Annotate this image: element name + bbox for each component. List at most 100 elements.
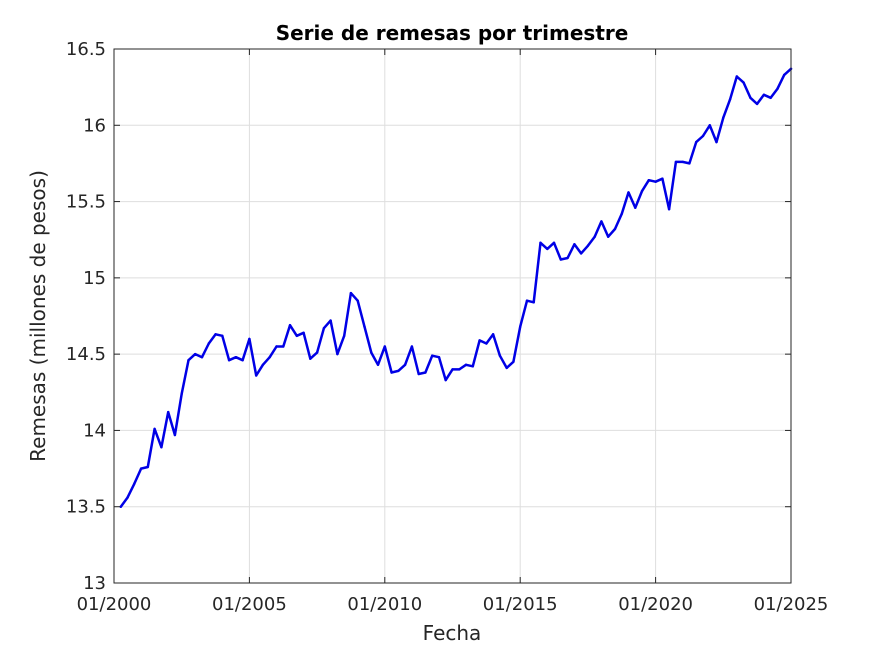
data-point	[695, 140, 698, 144]
data-point	[417, 372, 420, 376]
data-point	[167, 410, 170, 414]
data-point	[552, 241, 556, 244]
data-point	[336, 352, 339, 356]
data-point	[627, 191, 630, 194]
data-point	[485, 342, 488, 345]
y-tick-label: 15.5	[66, 192, 106, 213]
data-point	[133, 482, 136, 485]
data-point	[701, 134, 705, 138]
data-point	[187, 359, 190, 362]
data-point	[681, 160, 684, 164]
data-point	[444, 378, 447, 382]
data-point	[566, 256, 569, 260]
data-point	[769, 96, 772, 100]
data-point	[383, 345, 386, 348]
data-point	[119, 505, 123, 508]
data-point	[153, 427, 156, 431]
data-point	[498, 354, 502, 357]
data-point	[234, 356, 238, 359]
data-point	[715, 140, 718, 144]
data-point	[146, 465, 149, 469]
data-point	[755, 102, 759, 106]
data-point	[512, 360, 515, 363]
data-point	[200, 356, 204, 359]
data-point	[315, 351, 319, 354]
x-tick-label: 01/2015	[483, 594, 558, 615]
data-point	[708, 124, 711, 127]
data-point	[478, 339, 481, 342]
data-point	[749, 96, 752, 100]
y-tick-label: 13.5	[66, 497, 106, 518]
data-point	[667, 208, 671, 211]
series-line	[119, 67, 793, 508]
y-tick-label: 16.5	[66, 39, 106, 60]
chart-title: Serie de remesas por trimestre	[276, 21, 629, 45]
data-point	[735, 75, 738, 78]
data-point	[403, 363, 407, 366]
data-point	[491, 333, 495, 336]
data-point	[275, 345, 278, 348]
data-point	[363, 325, 366, 328]
x-tick-label: 01/2025	[754, 594, 829, 615]
data-point	[397, 369, 400, 373]
y-tick-label: 16	[83, 115, 106, 136]
plot-frame	[113, 48, 792, 584]
data-point	[173, 433, 177, 437]
data-point	[661, 177, 664, 180]
data-point	[437, 356, 441, 359]
data-point	[424, 371, 427, 374]
data-point	[376, 363, 380, 366]
data-point	[607, 235, 610, 238]
data-point	[742, 81, 745, 84]
data-point	[505, 366, 508, 370]
data-point	[722, 116, 725, 119]
data-point	[309, 357, 312, 360]
y-axis-label: Remesas (millones de pesos)	[26, 170, 50, 462]
data-point	[464, 363, 468, 366]
y-tick-label: 14	[83, 420, 106, 441]
data-point	[349, 291, 353, 295]
x-tick-label: 01/2020	[618, 594, 693, 615]
data-point	[559, 258, 562, 261]
data-point	[295, 334, 298, 337]
data-point	[762, 93, 766, 97]
data-point	[674, 160, 678, 164]
data-point	[282, 345, 285, 348]
data-point	[390, 371, 393, 374]
y-tick-label: 14.5	[66, 344, 106, 365]
data-point	[329, 319, 332, 322]
data-point	[634, 206, 637, 209]
x-axis-ticks: 01/2000 01/2005 01/2010 01/2015 01/2020 01/20…	[77, 49, 829, 615]
data-point	[288, 324, 292, 327]
data-point	[302, 331, 305, 334]
y-axis-ticks: 13 13.5 14 14.5 15 15.5 16 16.5	[66, 39, 791, 594]
data-point	[431, 354, 434, 357]
data-point	[640, 189, 644, 193]
data-point	[600, 220, 603, 223]
data-point	[593, 235, 596, 238]
data-point	[207, 342, 210, 345]
y-tick-label: 13	[83, 573, 106, 594]
data-point	[620, 212, 623, 215]
data-point	[241, 359, 244, 362]
data-point	[370, 351, 373, 354]
data-point	[471, 365, 474, 368]
data-point	[579, 252, 583, 255]
data-point	[728, 98, 732, 101]
data-point	[268, 356, 271, 359]
data-point	[126, 496, 129, 499]
plot-area	[114, 49, 791, 583]
data-point	[573, 243, 576, 246]
data-point	[783, 73, 786, 77]
data-point	[255, 374, 258, 377]
data-point	[410, 345, 414, 348]
y-tick-label: 15	[83, 268, 106, 289]
data-point	[261, 363, 265, 366]
data-point	[647, 179, 650, 182]
data-point	[586, 244, 590, 247]
data-point	[160, 446, 163, 449]
data-point	[539, 241, 542, 244]
data-point	[214, 333, 217, 336]
x-tick-label: 01/2000	[77, 594, 152, 615]
